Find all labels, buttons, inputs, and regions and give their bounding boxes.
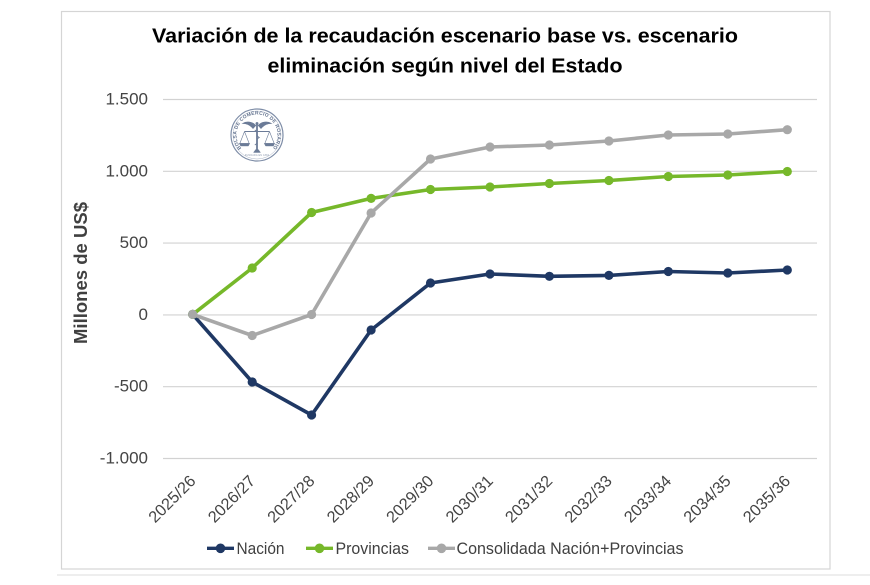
svg-text:1.500: 1.500 — [105, 90, 148, 109]
svg-text:Variación de la recaudación es: Variación de la recaudación escenario ba… — [152, 26, 738, 48]
svg-text:500: 500 — [120, 233, 148, 252]
svg-text:Consolidada Nación+Provincias: Consolidada Nación+Provincias — [457, 540, 684, 558]
svg-text:1.000: 1.000 — [105, 161, 148, 180]
svg-text:Millones de US$: Millones de US$ — [71, 202, 91, 344]
svg-text:-500: -500 — [114, 377, 148, 396]
svg-text:Provincias: Provincias — [336, 540, 410, 558]
svg-text:0: 0 — [139, 305, 148, 324]
svg-text:-1.000: -1.000 — [100, 449, 148, 468]
svg-text:FUNDADA EN 1884: FUNDADA EN 1884 — [245, 154, 270, 157]
svg-text:Nación: Nación — [237, 540, 285, 558]
svg-text:eliminación según nivel del Es: eliminación según nivel del Estado — [268, 56, 623, 78]
